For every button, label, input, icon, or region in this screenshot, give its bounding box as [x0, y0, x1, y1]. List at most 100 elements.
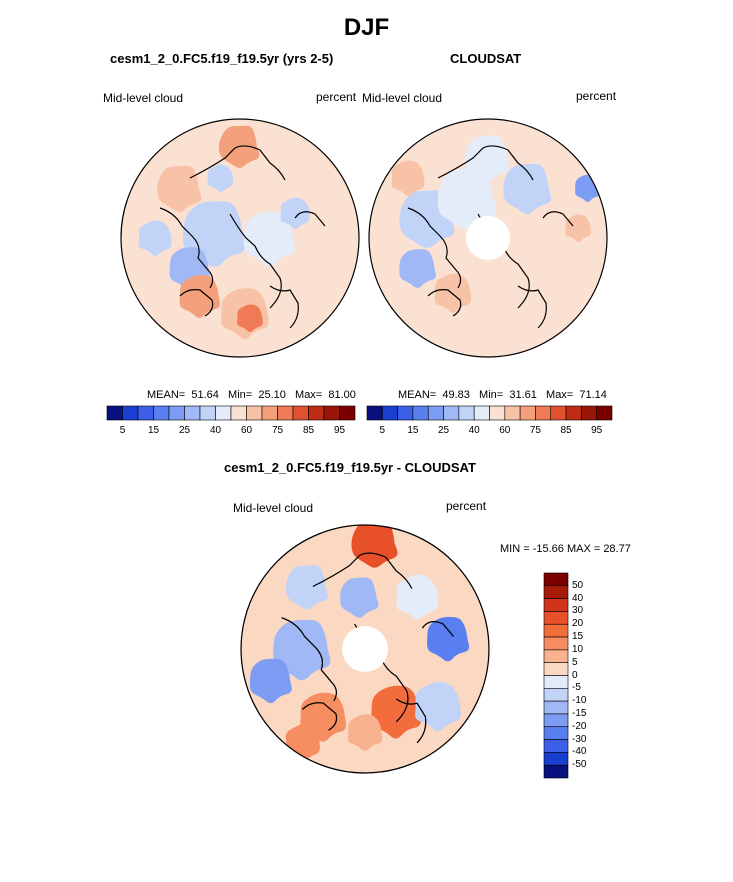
colorbar-box	[550, 405, 567, 421]
contour-region	[237, 304, 263, 332]
panel-2-min: 31.61	[509, 389, 537, 401]
contour-region	[347, 714, 383, 752]
colorbar-box	[565, 405, 582, 421]
panel-1-units-label: percent	[316, 90, 357, 104]
panel-2-min-label: Min=	[479, 389, 504, 401]
polar-data-gap	[342, 626, 388, 672]
panel-2-units-label: percent	[576, 89, 617, 103]
colorbar-tick-label: 95	[333, 425, 346, 436]
colorbar-tick-label: 50	[572, 579, 584, 591]
contour-region	[396, 574, 439, 620]
colorbar-box	[215, 405, 232, 421]
panel-2-polar-map	[368, 118, 608, 358]
contour-region	[207, 164, 233, 192]
colorbar-tick-label: 30	[572, 605, 584, 617]
colorbar-box	[106, 405, 123, 421]
panel-2-stats: MEAN= 49.83 Min= 31.61 Max= 71.14	[398, 389, 607, 401]
colorbar-box	[519, 405, 536, 421]
contour-region	[427, 616, 470, 662]
coastline	[395, 698, 427, 744]
coastline	[542, 211, 574, 227]
contour-region	[415, 682, 461, 732]
colorbar-tick-label: 15	[147, 425, 160, 436]
panel-2-colorbar	[366, 405, 613, 421]
colorbar-tick-label: 60	[499, 425, 511, 436]
colorbar-tick-label: 85	[302, 425, 315, 436]
colorbar-box	[277, 405, 294, 421]
contour-region	[351, 525, 398, 568]
panel-3-title: cesm1_2_0.FC5.f19_f19.5yr - CLOUDSAT	[224, 460, 476, 475]
colorbar-box	[137, 405, 154, 421]
map-boundary	[120, 118, 360, 358]
panel-1-min-label: Min=	[228, 389, 253, 401]
panel-3-minmax: MIN = -15.66 MAX = 28.77	[500, 543, 631, 555]
colorbar-tick-label: 95	[591, 425, 603, 436]
map-boundary	[368, 118, 608, 358]
coastline	[302, 702, 338, 731]
panel-1-max-label: Max=	[295, 389, 323, 401]
colorbar-tick-label: -20	[572, 720, 587, 732]
colorbar-tick-label: -5	[572, 682, 581, 694]
colorbar-tick-label: 5	[379, 425, 386, 436]
colorbar-tick-label: 75	[271, 425, 284, 436]
colorbar-box	[230, 405, 247, 421]
coastline	[269, 285, 299, 329]
coastline	[229, 213, 282, 309]
contour-region	[391, 160, 425, 196]
colorbar-box	[261, 405, 278, 421]
colorbar-box	[596, 405, 613, 421]
panel-1-mean-label: MEAN=	[147, 389, 186, 401]
map-field	[241, 525, 489, 773]
colorbar-tick-label: -30	[572, 733, 587, 745]
colorbar-box	[122, 405, 139, 421]
panel-2-mean-label: MEAN=	[398, 389, 437, 401]
contour-region	[437, 168, 497, 230]
polar-data-gap	[466, 216, 510, 260]
colorbar-box	[543, 572, 569, 587]
panel-3-polar-map	[240, 524, 490, 774]
colorbar-box	[323, 405, 340, 421]
colorbar-box	[543, 662, 569, 676]
colorbar-box	[292, 405, 309, 421]
panel-1-variable-label: Mid-level cloud	[103, 91, 184, 105]
colorbar-tick-label: -40	[572, 746, 587, 758]
panel-1-mean: 51.64	[191, 389, 219, 401]
colorbar-box	[184, 405, 201, 421]
contour-region	[280, 197, 310, 229]
colorbar-box	[427, 405, 444, 421]
colorbar-box	[458, 405, 475, 421]
contour-region	[479, 283, 527, 334]
colorbar-box	[543, 585, 569, 599]
coastline	[294, 211, 326, 227]
contour-region	[179, 275, 220, 318]
colorbar-box	[199, 405, 216, 421]
colorbar-box	[489, 405, 506, 421]
colorbar-tick-label: 25	[178, 425, 191, 436]
coastline	[189, 145, 286, 181]
colorbar-box	[543, 675, 569, 689]
contour-region	[284, 250, 336, 306]
colorbar-box	[366, 405, 383, 421]
colorbar-tick-label: 0	[572, 669, 578, 681]
coastline	[312, 552, 413, 589]
contour-region	[285, 565, 329, 610]
colorbar-box	[543, 636, 569, 651]
contour-region	[399, 249, 436, 288]
colorbar-box	[339, 405, 356, 421]
panel-1-stats: MEAN= 51.64 Min= 25.10 Max= 81.00	[147, 389, 356, 401]
coastline	[281, 617, 338, 702]
colorbar-tick-label: 15	[572, 631, 584, 643]
colorbar-box	[543, 713, 569, 728]
colorbar-tick-label: 75	[529, 425, 541, 436]
panel-3-variable-label: Mid-level cloud	[233, 501, 314, 515]
colorbar-box	[543, 726, 569, 740]
contour-region	[503, 163, 552, 214]
map-field	[121, 119, 359, 357]
colorbar-box	[473, 405, 490, 421]
contour-region	[537, 237, 578, 280]
panel-3-colorbar	[543, 572, 569, 779]
colorbar-box	[382, 405, 398, 421]
coastline	[179, 289, 214, 317]
panel-1-colorbar	[106, 405, 356, 421]
colorbar-box	[543, 752, 569, 766]
